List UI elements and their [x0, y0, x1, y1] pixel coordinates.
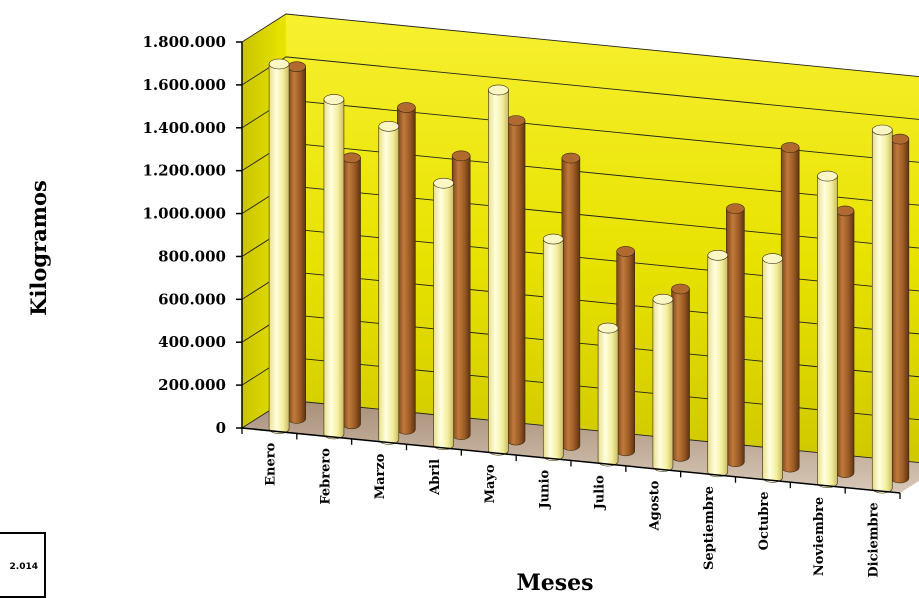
bar-series-2: [506, 115, 526, 446]
y-tick-label: 600.000: [158, 290, 226, 308]
x-tick-label: Diciembre: [867, 502, 882, 577]
bar-series-2: [890, 133, 910, 484]
y-tick-label: 1.600.000: [142, 76, 226, 94]
legend-box: 2.014: [0, 532, 46, 598]
x-tick-label: Abril: [428, 459, 443, 496]
y-tick-label: 1.200.000: [142, 162, 226, 180]
bar-series-2: [287, 61, 306, 424]
bar-series-1: [378, 120, 400, 445]
x-tick-label: Junio: [538, 469, 553, 509]
bar-series-2: [451, 150, 471, 440]
x-tick-label: Julio: [592, 475, 607, 510]
y-tick-label: 800.000: [158, 247, 226, 265]
bar-series-2: [561, 152, 581, 451]
y-axis-title: Kilogramos: [26, 180, 51, 316]
gridline: [241, 13, 919, 77]
bar-series-2: [616, 246, 635, 457]
x-tick-label: Mayo: [483, 464, 498, 503]
bar-series-1: [762, 253, 783, 483]
x-axis-title: Meses: [516, 570, 593, 596]
bar-series-2: [780, 142, 800, 473]
axes: 0 200.000 400.000 600.000 800.000 1.000.000 1.…: [142, 33, 901, 578]
bar-series-2: [835, 205, 855, 478]
x-tick-label: Octubre: [757, 491, 772, 550]
bar-series-2: [726, 203, 745, 467]
y-tick-label: 1.000.000: [142, 205, 226, 223]
bar-series-1: [433, 177, 454, 451]
bar-series-1: [652, 293, 674, 472]
x-tick-label: Febrero: [318, 448, 333, 505]
bar-series-1: [268, 58, 290, 434]
bar-series-1: [323, 94, 345, 440]
bar-series-1: [871, 124, 893, 494]
gridline: [241, 56, 919, 120]
bar-series-1: [542, 233, 564, 461]
y-tick-label: 0: [216, 419, 226, 437]
bar-series-2: [397, 102, 416, 435]
x-tick-label: Enero: [263, 442, 278, 485]
x-tick-label: Septiembre: [702, 486, 717, 570]
bar-series-1: [488, 84, 509, 456]
bars: [268, 58, 910, 494]
bar-series-1: [707, 249, 729, 478]
legend-year-label: 2.014: [9, 562, 38, 572]
bar-series-1: [817, 170, 838, 489]
bar-series-2: [342, 152, 361, 430]
y-tick-label: 1.400.000: [142, 119, 226, 137]
y-tick-label: 1.800.000: [142, 33, 226, 51]
x-tick-label: Marzo: [373, 453, 388, 499]
bar-series-1: [597, 322, 619, 467]
y-tick-label: 400.000: [158, 333, 226, 351]
x-tick-label: Agosto: [647, 480, 662, 531]
bar-series-2: [671, 283, 690, 462]
x-tick-label: Noviembre: [812, 497, 827, 576]
y-tick-label: 200.000: [158, 376, 226, 394]
